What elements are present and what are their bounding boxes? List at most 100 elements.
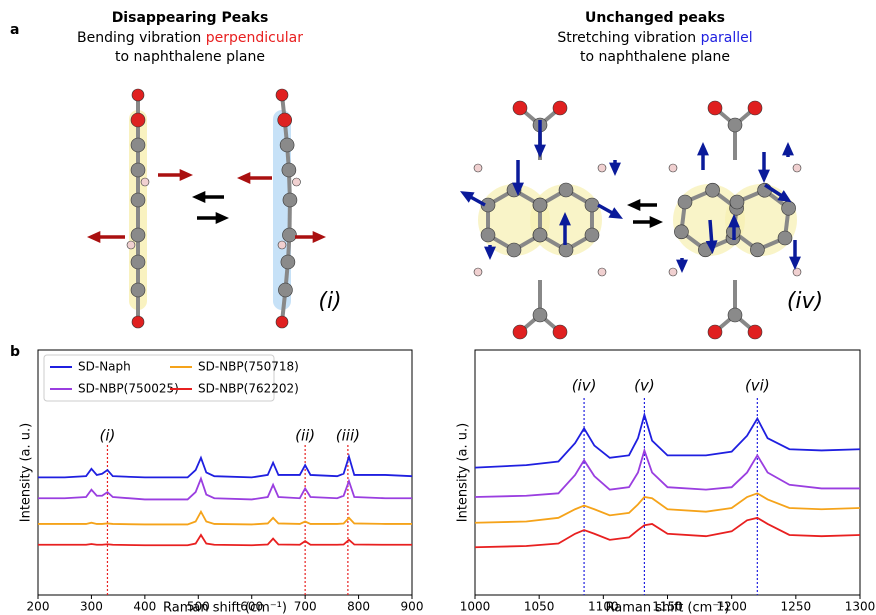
arrow-head — [777, 190, 792, 203]
scheme-line: to naphthalene plane — [580, 49, 730, 65]
atom — [597, 267, 607, 277]
x-axis-label: Raman shift (cm⁻¹) — [606, 601, 730, 615]
x-tick-label: 1100 — [588, 600, 619, 614]
panel-label: b — [10, 344, 20, 360]
atom — [707, 324, 723, 340]
scheme-line: Stretching vibration parallel — [557, 30, 752, 46]
scheme-line: Bending vibration perpendicular — [77, 30, 303, 46]
arrow-head — [460, 191, 475, 203]
atom — [757, 182, 772, 198]
spectrum-line — [474, 447, 860, 498]
atom — [558, 182, 574, 198]
y-axis-label: Intensity (a. u.) — [456, 423, 471, 522]
arrow-head — [705, 240, 718, 254]
arrow-head — [559, 212, 571, 226]
mode-label: (i) — [318, 289, 341, 314]
arrow-head — [697, 142, 709, 156]
atom — [747, 324, 763, 340]
x-tick-label: 1250 — [781, 600, 812, 614]
atom — [750, 242, 765, 258]
text: parallel — [701, 30, 753, 46]
x-tick-label: 700 — [294, 600, 317, 614]
x-axis-label: Raman shift (cm⁻¹) — [163, 601, 287, 615]
atom — [131, 315, 145, 329]
atom — [727, 307, 743, 323]
atom — [727, 117, 743, 133]
scheme-title: Unchanged peaks — [585, 10, 725, 26]
x-tick-label: 1200 — [716, 600, 747, 614]
arrow-head — [627, 199, 641, 211]
spectrum-line — [474, 411, 861, 469]
arrow-head — [215, 212, 229, 224]
atom — [279, 137, 295, 153]
atom — [130, 192, 146, 208]
legend-label: SD-NBP(750718) — [198, 360, 299, 374]
scheme-title: Disappearing Peaks — [112, 10, 269, 26]
atom — [584, 197, 600, 213]
atom — [473, 267, 483, 277]
text: Stretching vibration — [557, 30, 700, 46]
atom — [275, 88, 289, 102]
peak-label: (iii) — [336, 427, 360, 445]
atom — [781, 200, 796, 216]
arrow-head — [758, 169, 770, 183]
spectrum-line — [38, 453, 413, 479]
atom — [277, 240, 287, 250]
atom — [480, 197, 496, 213]
atom — [532, 307, 548, 323]
atom — [532, 227, 548, 243]
arrow-head — [534, 144, 546, 158]
atom — [668, 163, 678, 173]
y-axis-label: Intensity (a. u.) — [19, 423, 34, 522]
atom — [532, 197, 548, 213]
legend-label: SD-NBP(762202) — [198, 382, 299, 396]
plot-frame — [474, 349, 861, 596]
atom — [277, 112, 293, 128]
arrow-head — [179, 169, 193, 181]
mode-label: (iv) — [787, 289, 823, 314]
x-tick-label: 900 — [401, 600, 424, 614]
peak-label: (vi) — [745, 377, 770, 395]
atom — [278, 282, 293, 298]
atom — [130, 282, 146, 298]
atom — [131, 88, 145, 102]
atom — [140, 177, 150, 187]
atom — [512, 100, 528, 116]
arrow-head — [87, 231, 101, 243]
atom — [674, 224, 689, 240]
atom — [552, 100, 568, 116]
spectrum-line — [38, 476, 412, 501]
peak-label: (iv) — [572, 377, 597, 395]
atom — [130, 137, 146, 153]
atom — [130, 112, 146, 128]
atom — [597, 163, 607, 173]
atom — [558, 242, 574, 258]
x-tick-label: 500 — [187, 600, 210, 614]
atom — [281, 162, 297, 178]
legend-box — [43, 354, 275, 402]
x-tick-label: 1050 — [524, 600, 555, 614]
molecule-schemes — [87, 88, 802, 340]
atom — [130, 254, 146, 270]
atom — [705, 182, 720, 198]
arrow-head — [789, 256, 801, 270]
arrow-head — [312, 231, 326, 243]
x-tick-label: 1150 — [652, 600, 683, 614]
peak-label: (i) — [100, 427, 116, 445]
atom — [126, 240, 136, 250]
x-tick-label: 300 — [80, 600, 103, 614]
atom — [130, 227, 146, 243]
arrow-head — [608, 207, 623, 219]
x-tick-label: 1300 — [845, 600, 876, 614]
peak-label: (v) — [634, 377, 655, 395]
atom — [777, 230, 793, 246]
atom — [792, 163, 802, 173]
arrow-head — [649, 216, 663, 228]
plot-frame — [37, 349, 413, 596]
atom — [747, 100, 763, 116]
atom — [552, 324, 568, 340]
atom — [280, 254, 296, 270]
arrow-head — [237, 172, 251, 184]
spectrum-line — [38, 533, 412, 547]
